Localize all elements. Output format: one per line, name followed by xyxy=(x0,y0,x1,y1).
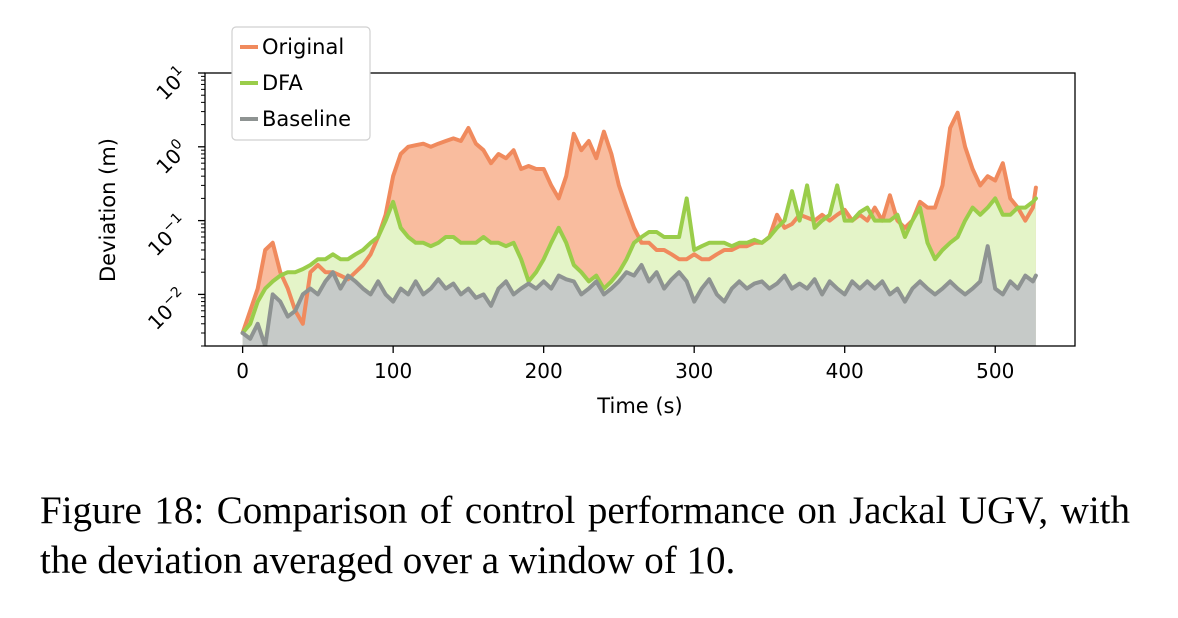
y-tick-label: 10−1 xyxy=(142,210,193,261)
legend-label-baseline: Baseline xyxy=(262,107,351,131)
legend-label-dfa: DFA xyxy=(262,71,303,95)
y-tick-label: 100 xyxy=(150,136,193,179)
series-layer xyxy=(240,110,1038,346)
legend-box xyxy=(231,26,371,141)
legend: Original DFA Baseline xyxy=(231,26,371,141)
figure-caption: Figure 18: Comparison of control perform… xyxy=(40,489,1130,582)
plot-frame xyxy=(204,72,1076,347)
x-tick-label: 400 xyxy=(826,359,864,383)
axes-layer: 0 100 200 300 400 500 10−2 10−1 100 101 xyxy=(142,62,1014,383)
x-tick-label: 500 xyxy=(976,359,1014,383)
x-tick-label: 300 xyxy=(675,359,713,383)
line-dfa xyxy=(240,183,1038,335)
line-original xyxy=(240,110,1038,335)
line-baseline xyxy=(240,244,1038,346)
x-tick-label: 0 xyxy=(236,359,249,383)
y-tick-label: 101 xyxy=(150,62,193,105)
legend-label-original: Original xyxy=(262,35,344,59)
y-axis-label: Deviation (m) xyxy=(96,138,120,282)
x-tick-label: 200 xyxy=(525,359,563,383)
area-baseline xyxy=(242,246,1036,346)
x-axis-label: Time (s) xyxy=(596,394,682,418)
y-tick-label: 10−2 xyxy=(142,284,193,335)
x-tick-label: 100 xyxy=(374,359,412,383)
